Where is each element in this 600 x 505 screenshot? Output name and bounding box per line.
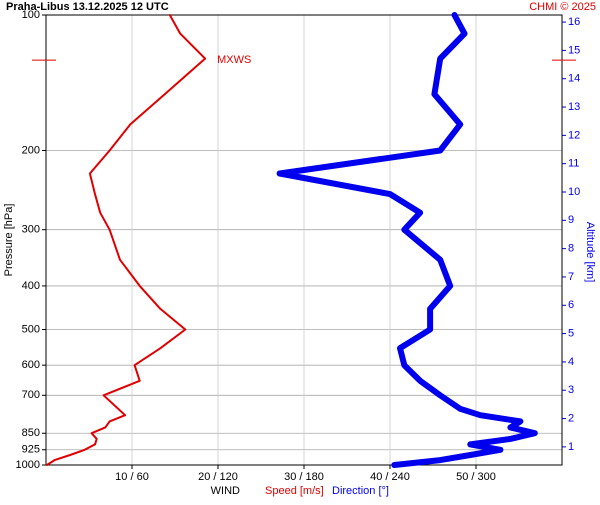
plot-frame	[45, 14, 563, 466]
y2-tick-label: 5	[568, 328, 574, 340]
y-axis-label: Pressure [hPa]	[3, 204, 15, 277]
y2-tick-label: 11	[568, 158, 579, 170]
y-tick-label: 850	[22, 427, 40, 439]
y-tick-label: 600	[22, 359, 40, 371]
y2-tick-label: 2	[568, 412, 574, 424]
y2-axis-label: Altitude [km]	[584, 222, 596, 283]
y2-tick-label: 15	[568, 44, 580, 56]
y2-tick-label: 7	[568, 271, 574, 283]
y2-tick-label: 13	[568, 101, 580, 113]
profile-line	[45, 14, 207, 466]
y-tick-label: 200	[22, 144, 40, 156]
y2-tick-label: 10	[568, 186, 580, 198]
y-tick-label: 100	[22, 9, 40, 21]
x-axis-label: WIND	[211, 485, 240, 497]
y-tick-label: 700	[22, 389, 40, 401]
y2-tick-label: 3	[568, 384, 574, 396]
y2-tick-label: 8	[568, 243, 574, 255]
y2-tick-label: 4	[568, 356, 574, 368]
legend-label: Direction [°]	[332, 485, 389, 497]
chart-title: Praha-Libus 13.12.2025 12 UTC	[6, 1, 169, 13]
y2-tick-label: 9	[568, 214, 574, 226]
y2-tick-label: 12	[568, 129, 580, 141]
x-tick-label: 20 / 120	[198, 471, 238, 483]
x-tick-label: 40 / 240	[370, 471, 410, 483]
legend-label: Speed [m/s]	[265, 485, 324, 497]
y-tick-label: 1000	[16, 459, 40, 471]
y2-tick-label: 14	[568, 73, 580, 85]
y-tick-label: 300	[22, 224, 40, 236]
annotation: MXWS	[217, 54, 251, 66]
x-tick-label: 10 / 60	[115, 471, 149, 483]
x-tick-label: 30 / 180	[284, 471, 324, 483]
credit: CHMI © 2025	[529, 1, 596, 13]
y2-tick-label: 1	[568, 441, 574, 453]
profile-line	[276, 12, 538, 468]
y-tick-label: 400	[22, 280, 40, 292]
x-tick-label: 50 / 300	[456, 471, 496, 483]
y2-tick-label: 6	[568, 299, 574, 311]
y-tick-label: 925	[22, 444, 40, 456]
y2-tick-label: 16	[568, 16, 580, 28]
y-tick-label: 500	[22, 323, 40, 335]
